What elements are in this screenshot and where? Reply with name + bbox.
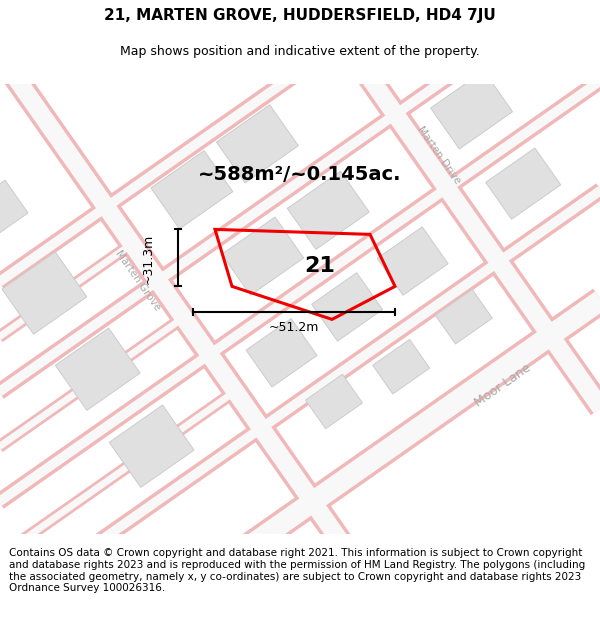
Polygon shape bbox=[287, 171, 369, 249]
Text: Marten Drive: Marten Drive bbox=[416, 124, 463, 186]
Polygon shape bbox=[436, 289, 493, 344]
Text: Moor Lane: Moor Lane bbox=[472, 362, 533, 410]
Polygon shape bbox=[217, 105, 298, 183]
Polygon shape bbox=[0, 180, 28, 250]
Text: Contains OS data © Crown copyright and database right 2021. This information is : Contains OS data © Crown copyright and d… bbox=[9, 549, 585, 593]
Text: ~31.3m: ~31.3m bbox=[142, 233, 155, 284]
Polygon shape bbox=[222, 217, 304, 295]
Polygon shape bbox=[109, 405, 194, 488]
Polygon shape bbox=[246, 319, 317, 387]
Text: ~51.2m: ~51.2m bbox=[269, 321, 319, 334]
Polygon shape bbox=[2, 252, 87, 334]
Text: 21, MARTEN GROVE, HUDDERSFIELD, HD4 7JU: 21, MARTEN GROVE, HUDDERSFIELD, HD4 7JU bbox=[104, 8, 496, 23]
Text: 21: 21 bbox=[305, 256, 335, 276]
Polygon shape bbox=[151, 151, 233, 229]
Text: Marten Grove: Marten Grove bbox=[113, 249, 163, 312]
Polygon shape bbox=[305, 374, 362, 429]
Polygon shape bbox=[373, 339, 430, 394]
Polygon shape bbox=[311, 272, 383, 341]
Text: ~588m²/~0.145ac.: ~588m²/~0.145ac. bbox=[198, 165, 402, 184]
Polygon shape bbox=[376, 0, 458, 71]
Polygon shape bbox=[431, 71, 512, 149]
Text: Map shows position and indicative extent of the property.: Map shows position and indicative extent… bbox=[120, 45, 480, 58]
Polygon shape bbox=[377, 227, 448, 295]
Polygon shape bbox=[486, 148, 561, 219]
Polygon shape bbox=[55, 328, 140, 411]
